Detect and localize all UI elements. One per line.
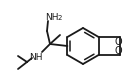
Text: O: O: [115, 37, 122, 47]
Text: 2: 2: [57, 16, 62, 22]
Text: NH: NH: [29, 52, 43, 61]
Text: NH: NH: [45, 13, 59, 22]
Text: O: O: [115, 46, 122, 56]
